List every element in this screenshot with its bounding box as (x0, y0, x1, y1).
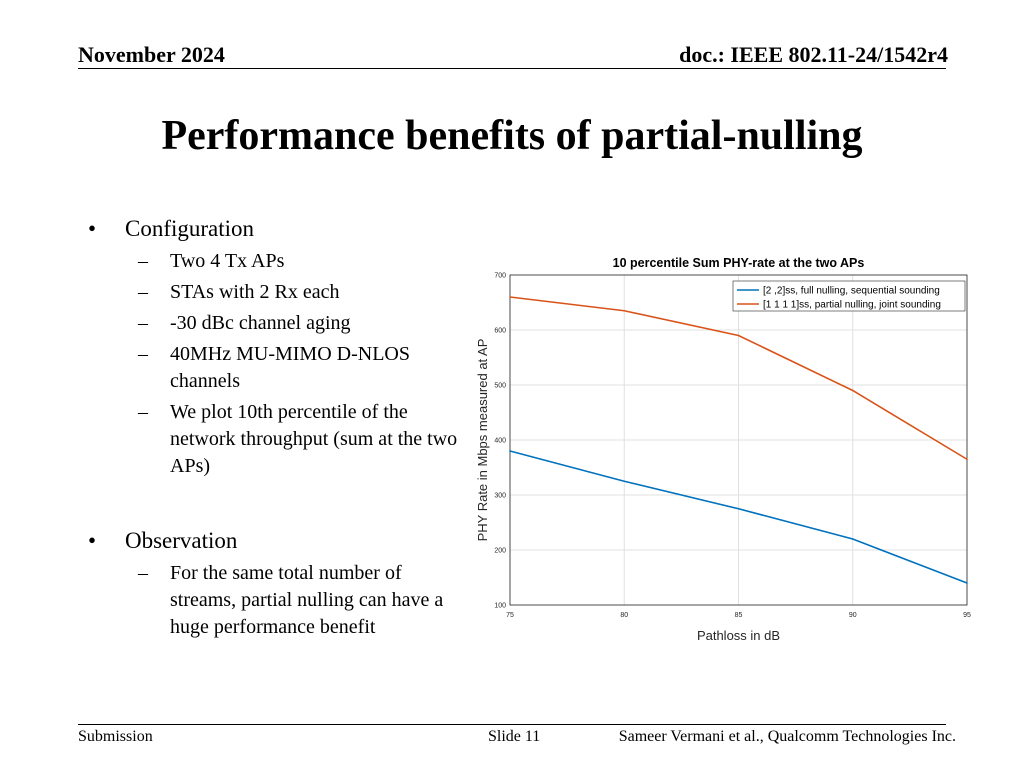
y-tick-label: 700 (494, 273, 506, 280)
y-tick-label: 300 (494, 493, 506, 500)
dash-glyph: – (138, 562, 148, 584)
data-point-series-2 (737, 334, 740, 337)
config-item: – Two 4 Tx APs (88, 248, 458, 275)
data-point-series-1 (623, 480, 626, 483)
chart-container: 75 80 85 90 95 100 200 300 400 500 600 700 10 percen… (460, 250, 975, 650)
legend-box (732, 280, 966, 312)
observation-item-text: For the same total number of streams, pa… (170, 562, 444, 638)
x-tick-label: 90 (849, 612, 857, 619)
data-point-series-2 (623, 309, 626, 312)
data-point-series-2 (966, 458, 968, 461)
config-item-text: 40MHz MU-MIMO D-NLOS channels (170, 343, 410, 392)
bullet-observation: • Observation (88, 526, 458, 556)
observation-item: – For the same total number of streams, p… (88, 560, 458, 641)
config-item-text: STAs with 2 Rx each (170, 281, 340, 303)
footer-author: Sameer Vermani et al., Qualcomm Technolo… (618, 728, 956, 745)
y-axis-label: PHY Rate in Mbps measured at AP (475, 339, 490, 542)
x-tick-label: 75 (506, 612, 514, 619)
data-point-series-1 (509, 450, 511, 452)
x-axis-label: Pathloss in dB (697, 628, 780, 643)
chart-title: 10 percentile Sum PHY-rate at the two AP… (613, 256, 865, 270)
line-chart: 75 80 85 90 95 100 200 300 400 500 600 700 10 percen… (475, 256, 971, 643)
bullet-list: • Configuration – Two 4 Tx APs – STAs with… (88, 214, 458, 641)
header-doc-id: doc.: IEEE 802.11-24/1542r4 (679, 42, 948, 67)
bullet-glyph: • (88, 216, 97, 241)
config-item: – -30 dBc channel aging (88, 310, 458, 337)
dash-glyph: – (138, 343, 148, 365)
footer-rule (78, 724, 946, 725)
footer-slide-number: Slide 11 (488, 728, 541, 745)
legend-label-2: [1 1 1 1]ss, partial nulling, joint soun… (763, 300, 941, 311)
bullet-glyph: • (88, 528, 97, 553)
config-item: – We plot 10th percentile of the network … (88, 399, 458, 480)
header-date: November 2024 (78, 42, 225, 67)
header-rule (78, 68, 946, 69)
y-tick-label: 500 (494, 383, 506, 390)
y-tick-label: 400 (494, 438, 506, 445)
data-point-series-2 (509, 296, 511, 298)
bullet-configuration: • Configuration (88, 214, 458, 244)
plot-frame (509, 274, 968, 606)
config-item-text: We plot 10th percentile of the network t… (170, 401, 458, 477)
data-point-series-1 (737, 507, 740, 510)
data-point-series-1 (966, 582, 968, 584)
y-tick-label: 600 (494, 328, 506, 335)
y-tick-label: 100 (494, 603, 506, 610)
dash-glyph: – (138, 401, 148, 423)
config-item: –40MHz MU-MIMO D-NLOS channels (88, 341, 458, 395)
config-item-text: -30 dBc channel aging (170, 312, 351, 334)
dash-glyph: – (138, 281, 148, 303)
dash-glyph: – (138, 250, 148, 272)
legend-label-1: [2 ,2]ss, full nulling, sequential sound… (763, 286, 940, 297)
config-item-text: Two 4 Tx APs (170, 250, 285, 272)
x-tick-label: 80 (620, 612, 628, 619)
slide-title: Performance benefits of partial-nulling (161, 113, 863, 159)
data-point-series-1 (851, 538, 854, 540)
config-heading: Configuration (125, 216, 255, 241)
footer-submission: Submission (78, 728, 153, 745)
config-item: – STAs with 2 Rx each (88, 279, 458, 306)
dash-glyph: – (138, 312, 148, 334)
x-tick-label: 85 (735, 612, 743, 619)
y-tick-label: 200 (494, 548, 506, 555)
data-point-series-2 (851, 389, 854, 392)
observation-heading: Observation (125, 528, 238, 553)
x-tick-label: 95 (963, 612, 971, 619)
